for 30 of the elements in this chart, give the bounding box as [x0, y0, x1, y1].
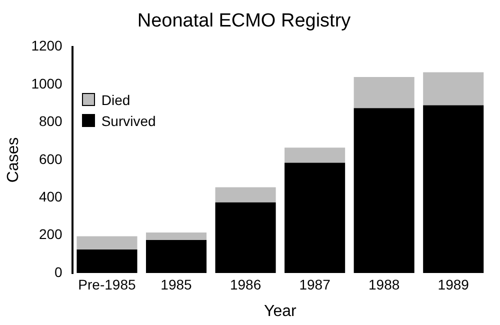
y-tick-label: 600 [38, 150, 63, 167]
legend-label: Survived [101, 112, 156, 129]
bar [284, 148, 346, 163]
bar [146, 240, 207, 273]
bar [76, 236, 138, 250]
y-tick-label: 200 [38, 226, 63, 242]
y-axis-title: Cases [5, 137, 22, 183]
x-tick-label: Pre-1985 [78, 276, 136, 292]
x-tick-label: 1987 [299, 276, 331, 292]
bar [76, 249, 138, 273]
x-tick-label: 1985 [160, 276, 192, 292]
y-tick-label: 1000 [31, 75, 63, 92]
bar [354, 108, 414, 273]
y-tick-label: 1200 [31, 38, 63, 54]
y-tick-label: 400 [38, 188, 63, 204]
bar [354, 76, 414, 108]
legend-label: Died [101, 92, 130, 108]
bar [423, 72, 484, 106]
bar [146, 232, 207, 240]
bar [423, 105, 484, 273]
bar [284, 162, 346, 273]
x-tick-label: 1986 [230, 276, 262, 292]
bar [215, 187, 276, 202]
y-tick-label: 800 [38, 113, 63, 130]
x-tick-label: 1989 [438, 276, 470, 292]
y-tick-label: 0 [54, 264, 63, 280]
chart-title: Neonatal ECMO Registry [137, 10, 352, 32]
x-tick-label: 1988 [368, 276, 400, 292]
bar [215, 202, 276, 273]
x-axis-title: Year [264, 302, 298, 320]
